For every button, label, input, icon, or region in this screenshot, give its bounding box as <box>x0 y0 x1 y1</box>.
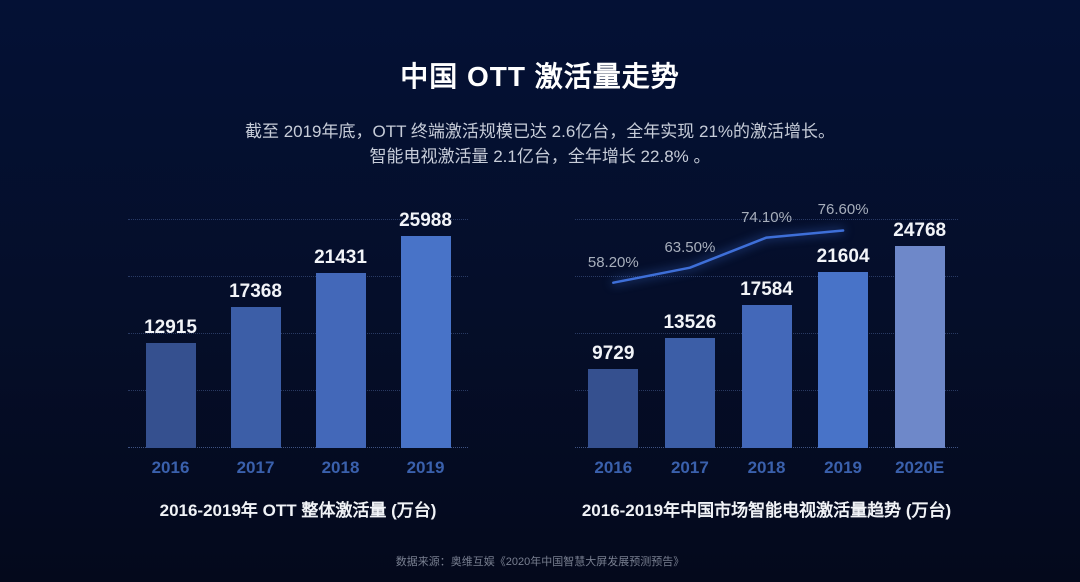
gridline <box>128 390 468 391</box>
bar-2017 <box>665 338 715 448</box>
pct-label: 63.50% <box>664 238 716 256</box>
x-tick-label: 2018 <box>747 458 786 477</box>
gridline <box>575 276 958 277</box>
bar-value-label: 25988 <box>399 210 452 231</box>
gridline <box>128 333 468 334</box>
bar-2016 <box>146 343 196 448</box>
bar-2017 <box>231 307 281 448</box>
chart-caption-right: 2016-2019年中国市场智能电视激活量趋势 (万台) <box>581 501 952 520</box>
subtitle-line-2: 智能电视激活量 2.1亿台，全年增长 22.8% 。 <box>369 147 711 166</box>
subtitle-line-1: 截至 2019年底，OTT 终端激活规模已达 2.6亿台，全年实现 21%的激活… <box>244 122 836 141</box>
x-tick-label: 2016 <box>151 458 190 477</box>
x-tick-label: 2019 <box>406 458 445 477</box>
trend-line-svg <box>612 229 845 284</box>
gridline <box>128 219 468 220</box>
plot-area-left: 12915 17368 21431 25988 <box>128 210 468 448</box>
page-title: 中国 OTT 激活量走势 <box>400 61 680 92</box>
data-source: 数据来源：奥维互娱《2020年中国智慧大屏发展预测预告》 <box>395 556 685 568</box>
bar-2018 <box>316 273 366 448</box>
chart-smart-tv-activation-trend: 9729 13526 17584 21604 24768 2016-2019年中国市场智… <box>575 190 958 525</box>
x-tick-label: 2016 <box>594 458 633 477</box>
x-tick-label: 2018 <box>321 458 360 477</box>
x-tick-label: 2020E <box>895 458 945 477</box>
bar-value-label: 17368 <box>229 281 282 302</box>
pct-label: 58.20% <box>587 253 639 271</box>
chart-caption-left: 2016-2019年 OTT 整体激活量 (万台) <box>159 501 437 520</box>
bar-2019 <box>401 236 451 448</box>
pct-label: 74.10% <box>741 208 792 226</box>
bar-2019 <box>818 272 868 448</box>
bar-2018 <box>742 305 792 448</box>
bar-value-label: 17584 <box>740 279 793 300</box>
bar-2020E <box>895 246 945 448</box>
gridline <box>575 219 958 220</box>
trend-line <box>612 229 845 284</box>
bar-value-label: 24768 <box>893 220 947 241</box>
bar-value-label: 13526 <box>663 312 717 333</box>
x-tick-label: 2019 <box>824 458 863 477</box>
x-tick-label: 2017 <box>670 458 709 477</box>
bar-2016 <box>588 369 638 448</box>
x-axis-baseline <box>128 447 468 448</box>
gridline <box>128 276 468 277</box>
bar-value-label: 9729 <box>592 343 635 364</box>
plot-area-right: 9729 13526 17584 21604 24768 <box>575 219 958 448</box>
chart-ott-total-activation: 12915 17368 21431 25988 2016-2019年 OTT 整体激活… <box>128 190 468 525</box>
bar-value-label: 21604 <box>816 246 870 267</box>
bar-value-label: 21431 <box>314 247 367 268</box>
bar-value-label: 12915 <box>144 317 197 338</box>
pct-label: 76.60% <box>817 201 869 219</box>
x-tick-label: 2017 <box>236 458 275 477</box>
